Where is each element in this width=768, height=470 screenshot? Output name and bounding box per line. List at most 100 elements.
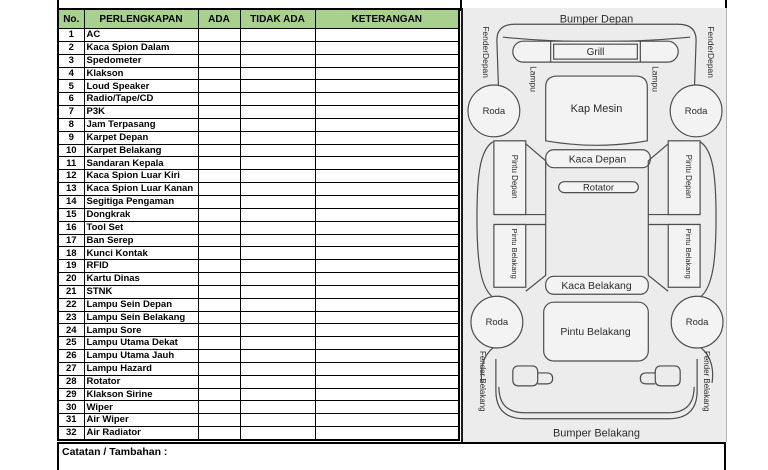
keterangan-cell[interactable] — [314, 156, 460, 171]
keterangan-cell[interactable] — [314, 117, 460, 132]
tidak-ada-cell[interactable] — [239, 143, 316, 158]
tidak-ada-cell[interactable] — [239, 156, 316, 171]
ada-cell[interactable] — [197, 426, 241, 441]
ada-cell[interactable] — [197, 105, 241, 119]
keterangan-cell[interactable] — [314, 413, 460, 428]
keterangan-cell[interactable] — [314, 169, 460, 184]
keterangan-cell[interactable] — [314, 66, 460, 81]
ada-cell[interactable] — [197, 323, 241, 338]
ada-cell[interactable] — [197, 143, 241, 158]
keterangan-cell[interactable] — [314, 323, 460, 338]
tidak-ada-cell[interactable] — [239, 413, 316, 428]
tidak-ada-cell[interactable] — [239, 284, 316, 299]
tidak-ada-cell[interactable] — [239, 310, 316, 325]
tidak-ada-cell[interactable] — [239, 207, 316, 222]
keterangan-cell[interactable] — [314, 387, 460, 402]
row-number: 25 — [57, 336, 85, 351]
keterangan-cell[interactable] — [314, 246, 460, 261]
tidak-ada-cell[interactable] — [239, 79, 316, 94]
keterangan-cell[interactable] — [314, 194, 460, 209]
ada-cell[interactable] — [197, 220, 241, 235]
ada-cell[interactable] — [197, 284, 241, 299]
tidak-ada-cell[interactable] — [239, 66, 316, 81]
ada-cell[interactable] — [197, 349, 241, 363]
tidak-ada-cell[interactable] — [239, 374, 316, 389]
keterangan-cell[interactable] — [314, 40, 460, 55]
ada-cell[interactable] — [197, 156, 241, 171]
ada-cell[interactable] — [197, 272, 241, 286]
keterangan-cell[interactable] — [314, 272, 460, 286]
tidak-ada-cell[interactable] — [239, 400, 316, 415]
ada-cell[interactable] — [197, 40, 241, 55]
keterangan-cell[interactable] — [314, 143, 460, 158]
tidak-ada-cell[interactable] — [239, 349, 316, 363]
tidak-ada-cell[interactable] — [239, 233, 316, 248]
tidak-ada-cell[interactable] — [239, 426, 316, 441]
tidak-ada-cell[interactable] — [239, 194, 316, 209]
tidak-ada-cell[interactable] — [239, 28, 316, 42]
ada-cell[interactable] — [197, 117, 241, 132]
tidak-ada-cell[interactable] — [239, 259, 316, 274]
tidak-ada-cell[interactable] — [239, 182, 316, 196]
keterangan-cell[interactable] — [314, 310, 460, 325]
ada-cell[interactable] — [197, 79, 241, 94]
ada-cell[interactable] — [197, 297, 241, 312]
tidak-ada-cell[interactable] — [239, 387, 316, 402]
keterangan-cell[interactable] — [314, 361, 460, 376]
tidak-ada-cell[interactable] — [239, 53, 316, 68]
tidak-ada-cell[interactable] — [239, 361, 316, 376]
ada-cell[interactable] — [197, 374, 241, 389]
ada-cell[interactable] — [197, 336, 241, 351]
ada-cell[interactable] — [197, 246, 241, 261]
keterangan-cell[interactable] — [314, 53, 460, 68]
tidak-ada-cell[interactable] — [239, 220, 316, 235]
keterangan-cell[interactable] — [314, 220, 460, 235]
tidak-ada-cell[interactable] — [239, 105, 316, 119]
keterangan-cell[interactable] — [314, 259, 460, 274]
keterangan-cell[interactable] — [314, 92, 460, 107]
ada-cell[interactable] — [197, 400, 241, 415]
ada-cell[interactable] — [197, 207, 241, 222]
ada-cell[interactable] — [197, 66, 241, 81]
tidak-ada-cell[interactable] — [239, 336, 316, 351]
tidak-ada-cell[interactable] — [239, 297, 316, 312]
keterangan-cell[interactable] — [314, 207, 460, 222]
ada-cell[interactable] — [197, 361, 241, 376]
keterangan-cell[interactable] — [314, 105, 460, 119]
tidak-ada-cell[interactable] — [239, 117, 316, 132]
keterangan-cell[interactable] — [314, 297, 460, 312]
ada-cell[interactable] — [197, 413, 241, 428]
tidak-ada-cell[interactable] — [239, 169, 316, 184]
keterangan-cell[interactable] — [314, 233, 460, 248]
keterangan-cell[interactable] — [314, 349, 460, 363]
keterangan-cell[interactable] — [314, 336, 460, 351]
tidak-ada-cell[interactable] — [239, 92, 316, 107]
table-row: 2 Kaca Spion Dalam — [57, 40, 460, 55]
ada-cell[interactable] — [197, 28, 241, 42]
ada-cell[interactable] — [197, 233, 241, 248]
keterangan-cell[interactable] — [314, 374, 460, 389]
keterangan-cell[interactable] — [314, 426, 460, 441]
notes-box[interactable]: Catatan / Tambahan : — [57, 442, 726, 470]
ada-cell[interactable] — [197, 169, 241, 184]
tidak-ada-cell[interactable] — [239, 40, 316, 55]
keterangan-cell[interactable] — [314, 130, 460, 145]
ada-cell[interactable] — [197, 194, 241, 209]
ada-cell[interactable] — [197, 92, 241, 107]
keterangan-cell[interactable] — [314, 28, 460, 42]
tidak-ada-cell[interactable] — [239, 323, 316, 338]
ada-cell[interactable] — [197, 310, 241, 325]
tidak-ada-cell[interactable] — [239, 246, 316, 261]
keterangan-cell[interactable] — [314, 79, 460, 94]
ada-cell[interactable] — [197, 259, 241, 274]
tidak-ada-cell[interactable] — [239, 130, 316, 145]
keterangan-cell[interactable] — [314, 182, 460, 196]
ada-cell[interactable] — [197, 182, 241, 196]
table-row: 23 Lampu Sein Belakang — [57, 310, 460, 325]
keterangan-cell[interactable] — [314, 284, 460, 299]
ada-cell[interactable] — [197, 130, 241, 145]
ada-cell[interactable] — [197, 53, 241, 68]
tidak-ada-cell[interactable] — [239, 272, 316, 286]
ada-cell[interactable] — [197, 387, 241, 402]
keterangan-cell[interactable] — [314, 400, 460, 415]
